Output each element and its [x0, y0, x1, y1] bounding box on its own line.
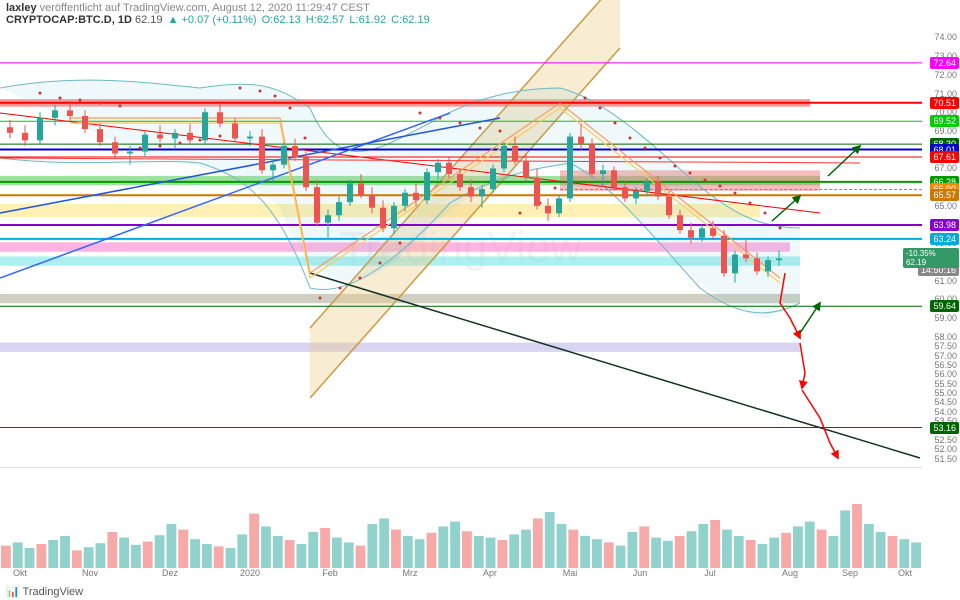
current-price-line: [560, 189, 922, 190]
price-chart[interactable]: TradingView: [0, 28, 922, 468]
arrows-layer: [0, 28, 922, 467]
username: laxley: [6, 2, 37, 14]
change: ▲ +0.07 (+0.11%): [168, 14, 257, 26]
symbol: CRYPTOCAP:BTC.D, 1D: [6, 14, 132, 26]
x-axis: OktNovDez2020FebMrzAprMaiJunJulAugSepOkt: [0, 568, 922, 582]
volume-bars: [0, 488, 922, 568]
volume-chart[interactable]: [0, 488, 922, 568]
tradingview-logo: 📊 TradingView: [6, 585, 83, 598]
chart-header: laxley veröffentlicht auf TradingView.co…: [6, 2, 432, 26]
publish-meta: veröffentlicht auf TradingView.com, Augu…: [40, 2, 370, 14]
y-axis: 74.0073.0072.0071.0070.0069.0068.0067.00…: [922, 28, 960, 468]
last-price: 62.19: [135, 14, 163, 26]
chart-area[interactable]: TradingView: [0, 28, 922, 568]
ohlc-c: C:62.19: [391, 14, 430, 26]
ohlc-l: L:61.92: [349, 14, 386, 26]
ohlc-h: H:62.57: [306, 14, 345, 26]
ohlc-o: O:62.13: [262, 14, 301, 26]
